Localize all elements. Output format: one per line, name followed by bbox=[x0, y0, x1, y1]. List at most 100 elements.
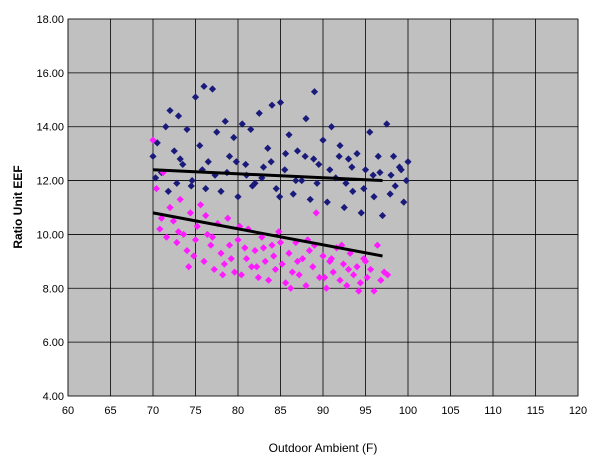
data-point bbox=[378, 211, 387, 220]
data-point bbox=[238, 120, 246, 128]
data-point bbox=[353, 150, 361, 158]
data-point bbox=[234, 193, 242, 201]
data-point bbox=[174, 228, 183, 236]
grid-lines bbox=[67, 18, 579, 397]
data-point bbox=[369, 171, 377, 179]
data-point bbox=[389, 152, 398, 160]
x-tick-label: 110 bbox=[484, 405, 502, 417]
series-0 bbox=[149, 82, 412, 220]
data-point bbox=[355, 287, 363, 295]
data-point bbox=[319, 252, 327, 260]
data-point bbox=[204, 158, 212, 166]
x-tick-label: 70 bbox=[147, 405, 159, 417]
data-point bbox=[374, 152, 382, 160]
data-point bbox=[207, 241, 215, 249]
data-point bbox=[321, 273, 329, 282]
data-point bbox=[387, 171, 395, 179]
data-point bbox=[367, 265, 375, 274]
data-point bbox=[225, 152, 234, 160]
data-point bbox=[276, 238, 285, 247]
data-point bbox=[295, 271, 303, 279]
data-point bbox=[186, 209, 194, 217]
data-point bbox=[384, 271, 392, 279]
data-point bbox=[289, 190, 297, 198]
data-point bbox=[370, 287, 378, 295]
x-tick-label: 120 bbox=[569, 405, 587, 417]
data-point bbox=[373, 241, 381, 249]
data-point bbox=[336, 276, 344, 284]
data-point bbox=[349, 187, 357, 195]
y-tick-label: 12.00 bbox=[36, 176, 64, 188]
data-point bbox=[292, 176, 300, 185]
data-point bbox=[156, 225, 164, 233]
data-point bbox=[326, 257, 334, 265]
data-point bbox=[377, 276, 385, 284]
data-point bbox=[282, 150, 290, 158]
data-series bbox=[149, 82, 412, 295]
series-1 bbox=[149, 136, 392, 295]
data-point bbox=[255, 109, 263, 117]
y-axis-label: Ratio Unit EEF bbox=[11, 165, 25, 248]
data-point bbox=[309, 263, 317, 271]
data-point bbox=[327, 255, 336, 263]
data-point bbox=[383, 120, 391, 128]
data-point bbox=[268, 101, 276, 109]
data-point bbox=[183, 125, 191, 134]
data-point bbox=[281, 166, 289, 174]
data-point bbox=[210, 265, 218, 274]
y-tick-label: 16.00 bbox=[36, 68, 64, 80]
x-tick-label: 105 bbox=[441, 405, 459, 417]
data-point bbox=[170, 147, 178, 155]
data-point bbox=[298, 176, 306, 185]
data-point bbox=[305, 246, 313, 255]
data-point bbox=[151, 174, 160, 182]
data-point bbox=[261, 257, 269, 265]
data-point bbox=[343, 281, 351, 290]
data-point bbox=[237, 271, 245, 279]
data-point bbox=[176, 155, 184, 163]
x-tick-label: 100 bbox=[399, 405, 417, 417]
data-point bbox=[348, 163, 356, 171]
data-point bbox=[208, 85, 217, 93]
data-point bbox=[224, 214, 232, 222]
data-point bbox=[326, 166, 334, 174]
data-point bbox=[202, 185, 210, 193]
data-point bbox=[259, 244, 268, 252]
data-point bbox=[183, 246, 191, 255]
x-tick-label: 80 bbox=[232, 405, 244, 417]
data-point bbox=[285, 131, 293, 139]
data-point bbox=[386, 190, 394, 198]
data-point bbox=[217, 187, 225, 195]
data-point bbox=[162, 123, 170, 131]
data-point bbox=[306, 195, 314, 204]
data-point bbox=[344, 155, 353, 163]
x-tick-label: 95 bbox=[359, 405, 371, 417]
data-point bbox=[200, 257, 208, 265]
data-point bbox=[193, 222, 201, 230]
data-point bbox=[361, 257, 370, 265]
data-point bbox=[310, 88, 319, 96]
data-point bbox=[319, 136, 327, 144]
data-point bbox=[404, 158, 412, 166]
data-point bbox=[230, 133, 238, 142]
data-point bbox=[254, 273, 262, 282]
y-tick-label: 14.00 bbox=[36, 122, 64, 134]
data-point bbox=[232, 158, 240, 166]
data-point bbox=[173, 179, 181, 187]
data-point bbox=[191, 236, 200, 244]
data-point bbox=[264, 144, 272, 152]
data-point bbox=[180, 230, 188, 239]
data-point bbox=[185, 263, 193, 271]
data-point bbox=[219, 271, 227, 279]
data-point bbox=[242, 160, 250, 169]
data-point bbox=[149, 152, 157, 160]
data-point bbox=[361, 166, 370, 174]
data-point bbox=[187, 182, 195, 190]
y-tick-label: 8.00 bbox=[43, 283, 64, 295]
data-point bbox=[208, 233, 217, 241]
data-point bbox=[301, 152, 309, 160]
data-point bbox=[299, 255, 307, 263]
data-point bbox=[356, 279, 364, 287]
data-point bbox=[285, 249, 293, 257]
